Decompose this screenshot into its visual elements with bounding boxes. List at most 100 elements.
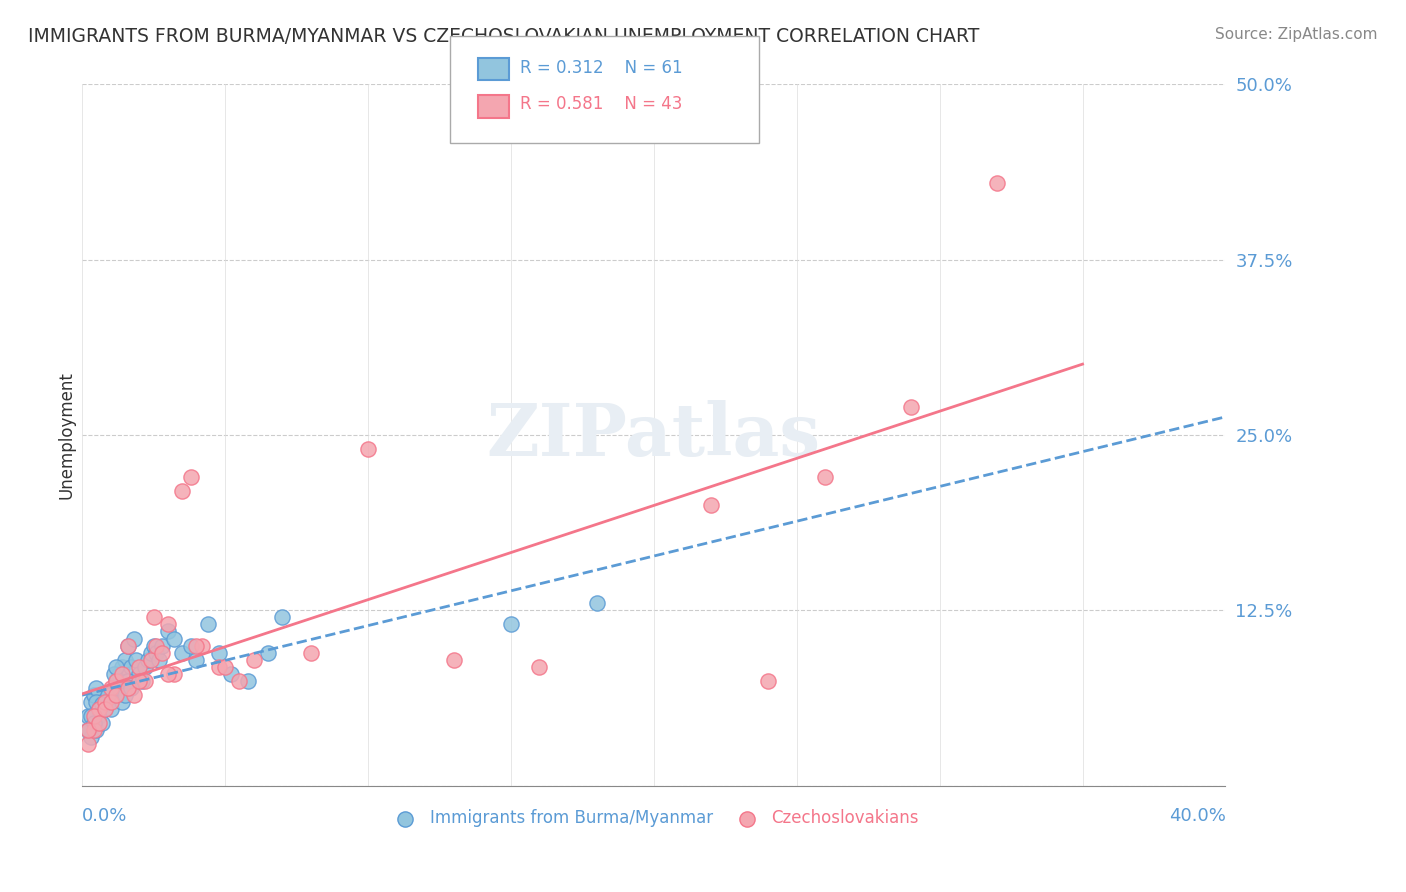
Point [100, 701, 122, 715]
Point [94, 701, 117, 715]
Point [76, 737, 98, 751]
Point [89, 701, 111, 715]
Point [86, 681, 108, 695]
Text: ZIPatlas: ZIPatlas [486, 400, 821, 471]
Point [529, 659, 551, 673]
Point [111, 659, 134, 673]
Text: R = 0.581    N = 43: R = 0.581 N = 43 [520, 95, 682, 113]
Point [136, 652, 159, 666]
Point [94, 695, 117, 709]
Point [162, 632, 184, 646]
Point [105, 673, 128, 688]
Point [117, 639, 139, 653]
Point [89, 701, 111, 715]
Point [228, 673, 250, 688]
Point [150, 646, 173, 660]
Point [134, 659, 156, 673]
Point [128, 666, 150, 681]
Point [100, 695, 122, 709]
Point [83, 723, 105, 737]
Point [172, 484, 194, 499]
Point [76, 723, 98, 737]
Point [80, 708, 103, 723]
Point [100, 681, 122, 695]
Point [443, 652, 465, 666]
Point [134, 673, 156, 688]
Point [219, 666, 242, 681]
Legend: Immigrants from Burma/Myanmar, Czechoslovakians: Immigrants from Burma/Myanmar, Czechoslo… [382, 802, 925, 833]
Point [122, 688, 145, 702]
Point [120, 681, 142, 695]
Point [114, 688, 136, 702]
Text: 0.0%: 0.0% [82, 807, 128, 825]
Point [156, 617, 179, 632]
Point [76, 723, 98, 737]
Point [814, 470, 837, 484]
Point [131, 673, 153, 688]
Point [86, 723, 108, 737]
Point [125, 652, 148, 666]
Point [91, 715, 114, 730]
Point [271, 610, 294, 624]
Point [162, 666, 184, 681]
Point [148, 652, 170, 666]
Point [108, 681, 131, 695]
Point [83, 715, 105, 730]
Point [83, 688, 105, 702]
Point [208, 659, 231, 673]
Point [94, 701, 117, 715]
Point [145, 639, 167, 653]
Point [128, 659, 150, 673]
Point [76, 723, 98, 737]
Point [117, 673, 139, 688]
Point [150, 639, 173, 653]
Point [94, 695, 117, 709]
Point [80, 695, 103, 709]
Text: IMMIGRANTS FROM BURMA/MYANMAR VS CZECHOSLOVAKIAN UNEMPLOYMENT CORRELATION CHART: IMMIGRANTS FROM BURMA/MYANMAR VS CZECHOS… [28, 27, 980, 45]
Text: Source: ZipAtlas.com: Source: ZipAtlas.com [1215, 27, 1378, 42]
Point [208, 646, 231, 660]
Point [117, 639, 139, 653]
Point [142, 639, 165, 653]
Point [145, 646, 167, 660]
Text: R = 0.312    N = 61: R = 0.312 N = 61 [520, 59, 683, 77]
Point [108, 666, 131, 681]
Point [117, 681, 139, 695]
Point [986, 176, 1008, 190]
Point [156, 666, 179, 681]
Point [103, 666, 125, 681]
Point [103, 681, 125, 695]
Point [76, 708, 98, 723]
Point [139, 652, 162, 666]
Point [242, 652, 264, 666]
Point [236, 673, 259, 688]
Point [900, 400, 922, 414]
Point [186, 639, 208, 653]
Point [105, 688, 128, 702]
Point [105, 673, 128, 688]
Point [89, 715, 111, 730]
Point [111, 695, 134, 709]
Point [80, 730, 103, 744]
Point [499, 617, 522, 632]
Point [197, 617, 219, 632]
Point [83, 715, 105, 730]
Point [191, 639, 214, 653]
Point [114, 652, 136, 666]
Point [756, 673, 779, 688]
Point [186, 652, 208, 666]
Point [97, 695, 120, 709]
Point [299, 646, 322, 660]
Point [111, 666, 134, 681]
Point [120, 659, 142, 673]
Point [122, 632, 145, 646]
Point [97, 688, 120, 702]
Point [172, 646, 194, 660]
Point [357, 442, 380, 457]
Point [214, 659, 236, 673]
Point [100, 688, 122, 702]
Point [180, 639, 202, 653]
Point [91, 698, 114, 712]
Point [89, 701, 111, 715]
Point [142, 610, 165, 624]
